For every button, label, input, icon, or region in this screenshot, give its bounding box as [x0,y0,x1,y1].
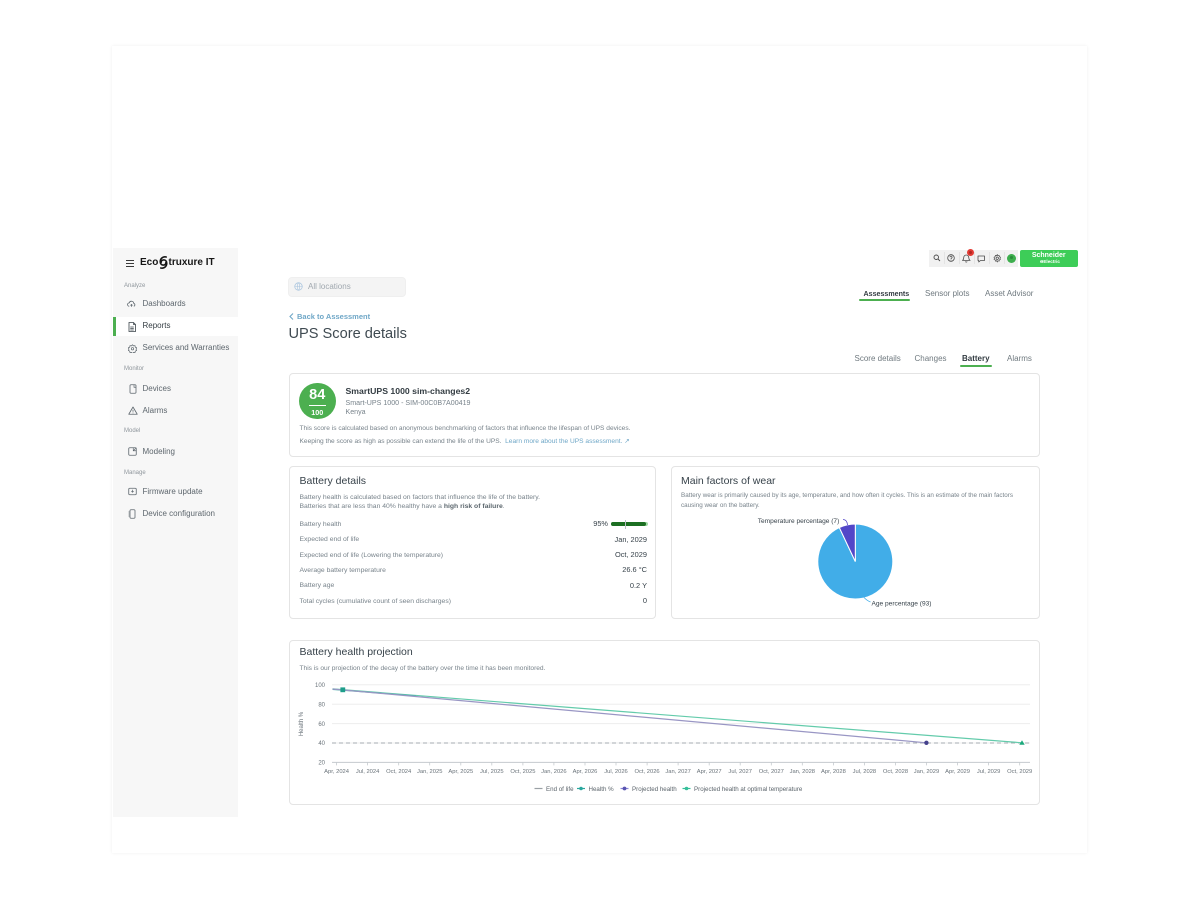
svg-text:Projected health at optimal te: Projected health at optimal temperature [694,786,803,793]
svg-text:Oct, 2027: Oct, 2027 [759,769,784,775]
svg-text:Apr, 2029: Apr, 2029 [945,769,970,775]
svg-text:Jul, 2028: Jul, 2028 [853,769,877,775]
svg-text:Projected health: Projected health [632,786,677,793]
svg-text:Jul, 2029: Jul, 2029 [977,769,1001,775]
svg-text:Jul, 2024: Jul, 2024 [356,769,380,775]
svg-text:Age percentage (93): Age percentage (93) [871,600,931,607]
svg-text:Oct, 2025: Oct, 2025 [510,769,535,775]
svg-text:Oct, 2024: Oct, 2024 [386,769,412,775]
svg-text:Apr, 2024: Apr, 2024 [324,769,350,775]
svg-text:Apr, 2025: Apr, 2025 [448,769,473,775]
svg-text:Jan, 2026: Jan, 2026 [541,769,566,775]
svg-text:Apr, 2028: Apr, 2028 [821,769,846,775]
svg-text:Apr, 2026: Apr, 2026 [573,769,598,775]
svg-text:Health %: Health % [589,786,615,793]
svg-text:40: 40 [318,741,325,747]
svg-text:80: 80 [318,702,325,708]
svg-text:End of life: End of life [546,786,574,793]
svg-text:Jan, 2028: Jan, 2028 [790,769,815,775]
svg-text:Oct, 2029: Oct, 2029 [1007,769,1032,775]
svg-text:20: 20 [318,761,325,767]
svg-text:60: 60 [318,722,325,728]
svg-text:Jul, 2027: Jul, 2027 [728,769,752,775]
svg-text:Oct, 2026: Oct, 2026 [635,769,660,775]
svg-text:Temperature percentage (7): Temperature percentage (7) [757,518,839,525]
svg-text:Jan, 2027: Jan, 2027 [665,769,690,775]
svg-text:Jan, 2025: Jan, 2025 [417,769,442,775]
svg-text:Oct, 2028: Oct, 2028 [883,769,908,775]
svg-text:Apr, 2027: Apr, 2027 [697,769,722,775]
svg-text:100: 100 [315,683,326,689]
svg-text:Health %: Health % [299,711,305,736]
svg-text:Jan, 2029: Jan, 2029 [914,769,939,775]
svg-text:Jul, 2026: Jul, 2026 [604,769,628,775]
svg-text:Jul, 2025: Jul, 2025 [480,769,504,775]
